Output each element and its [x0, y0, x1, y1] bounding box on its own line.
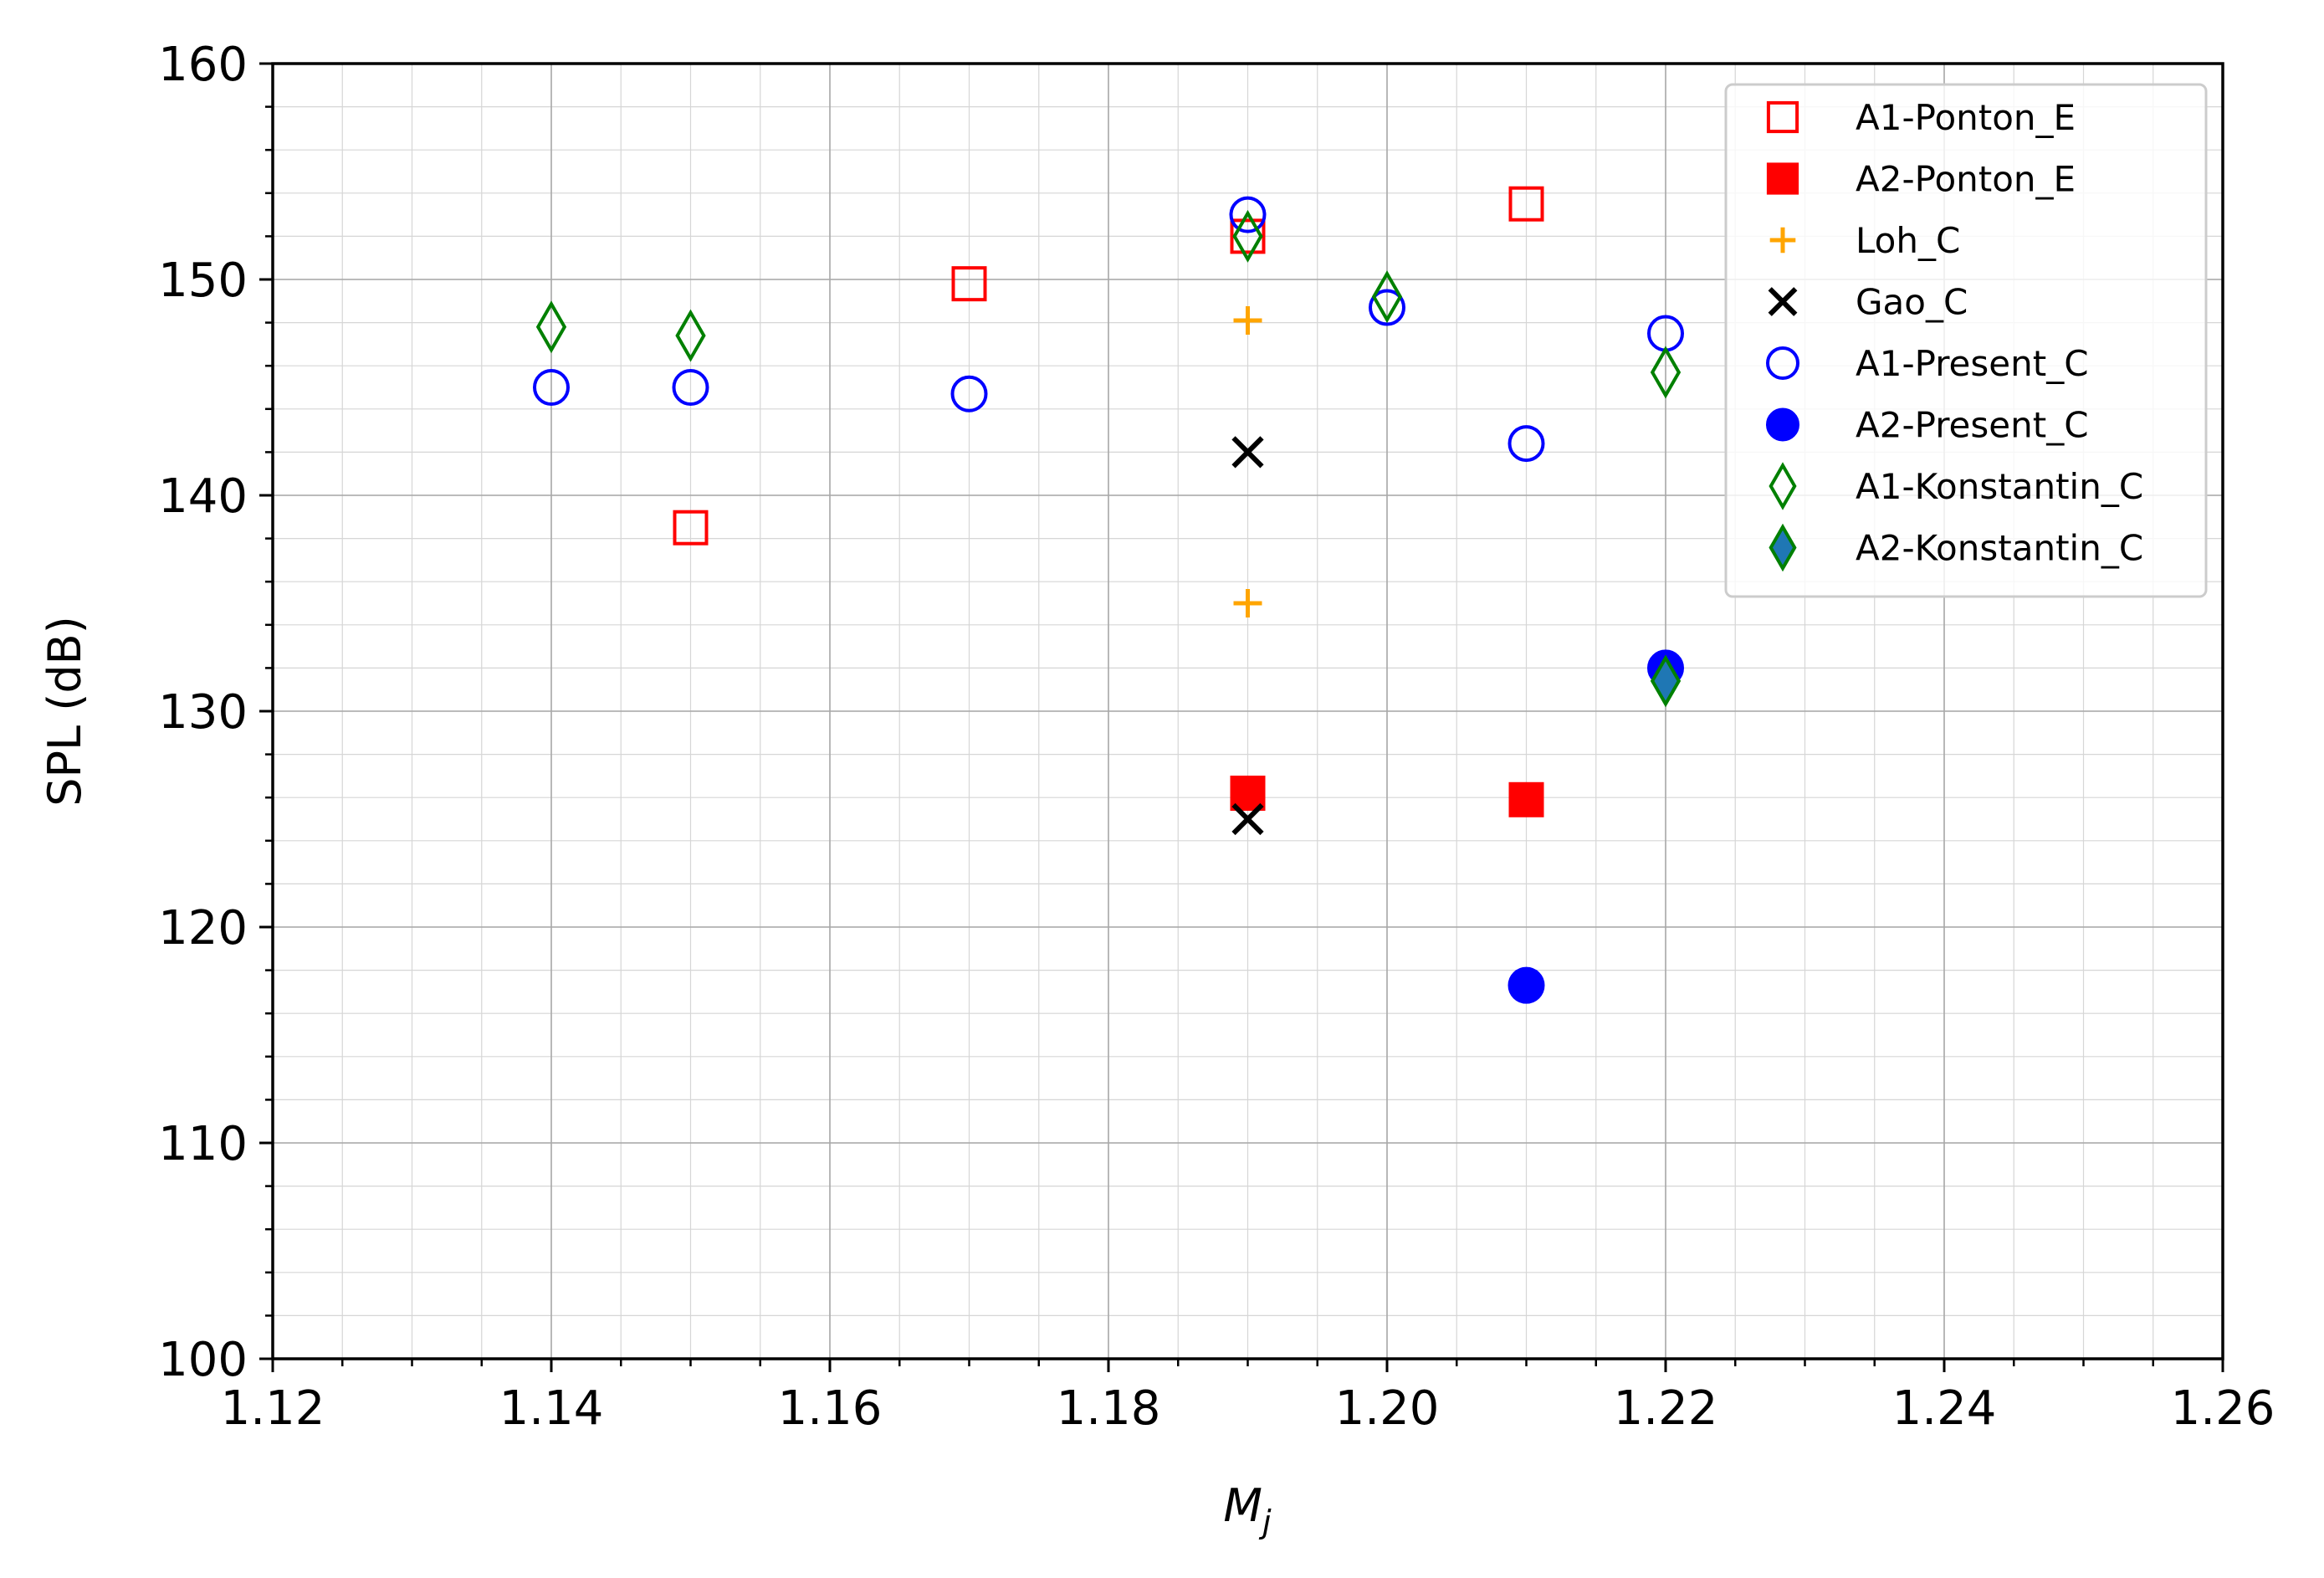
legend-label: A2-Konstantin_C	[1856, 528, 2143, 569]
series-a2-ponton-e	[1230, 776, 1544, 817]
x-tick-label: 1.14	[499, 1381, 604, 1436]
plot-frame	[271, 62, 2224, 1360]
data-point	[1233, 306, 1262, 336]
data-point	[1230, 776, 1266, 812]
series-gao-c	[1231, 436, 1264, 836]
data-point	[535, 300, 567, 354]
data-point	[1232, 209, 1263, 263]
data-point	[1650, 346, 1682, 399]
legend-label: A2-Present_C	[1856, 405, 2089, 446]
data-point	[1229, 196, 1267, 233]
data-point	[672, 369, 709, 406]
tick-labels: 1.12 1.14 1.16 1.18 1.20 1.22 1.24 1.26 100 110 12…	[158, 38, 2275, 1436]
y-tick-label: 150	[158, 254, 248, 308]
series-a2-konstantin-c	[1650, 654, 1682, 708]
x-tick-label: 1.20	[1335, 1381, 1440, 1436]
legend-label: Loh_C	[1856, 220, 1960, 261]
series-loh-c	[1233, 306, 1262, 617]
data-point	[1508, 186, 1544, 222]
data-point	[1508, 781, 1544, 817]
y-tick-label: 110	[158, 1117, 248, 1171]
data-point	[1369, 289, 1405, 326]
data-point	[951, 266, 987, 302]
y-axis-label: SPL (dB)	[38, 616, 91, 807]
x-tick-label: 1.12	[221, 1381, 325, 1436]
legend-label: A2-Ponton_E	[1856, 159, 2076, 200]
y-tick-label: 120	[158, 901, 248, 956]
y-tick-label: 140	[158, 469, 248, 524]
legend-marker	[1769, 523, 1797, 572]
legend-label: A1-Ponton_E	[1856, 97, 2076, 138]
legend-marker	[1766, 407, 1799, 442]
data-markers	[533, 186, 1684, 1004]
legend-label: Gao_C	[1856, 282, 1968, 323]
data-point	[533, 369, 570, 406]
data-point	[1233, 589, 1262, 617]
x-tick-label: 1.26	[2171, 1381, 2275, 1436]
legend-marker	[1769, 227, 1796, 254]
series-a1-konstantin-c	[535, 209, 1682, 399]
data-point	[950, 375, 988, 412]
data-point	[1230, 218, 1266, 254]
data-point	[673, 510, 709, 546]
y-tick-label: 130	[158, 685, 248, 740]
x-tick-label: 1.24	[1892, 1381, 1997, 1436]
data-point	[1231, 436, 1264, 469]
legend-marker	[1769, 462, 1797, 510]
x-tick-label: 1.16	[778, 1381, 883, 1436]
x-tick-label: 1.22	[1614, 1381, 1718, 1436]
legend-marker	[1768, 287, 1798, 316]
series-a1-present-c	[533, 196, 1684, 463]
legend-label: A1-Present_C	[1856, 343, 2089, 384]
y-tick-label: 160	[158, 38, 248, 92]
legend-frame	[1724, 83, 2208, 598]
data-point	[1231, 802, 1264, 836]
data-point	[1650, 654, 1682, 708]
series-a1-ponton-e	[673, 186, 1544, 546]
data-point	[1508, 425, 1545, 463]
legend-label: A1-Konstantin_C	[1856, 466, 2143, 507]
data-point	[675, 309, 706, 362]
legend: A1-Ponton_E A2-Ponton_E Loh_C Gao_C A1-Prese…	[1724, 83, 2208, 598]
x-axis-label-main: M	[1223, 1479, 1262, 1532]
legend-marker	[1766, 100, 1799, 134]
legend-marker	[1766, 162, 1799, 195]
data-point	[1371, 270, 1403, 324]
x-tick-label: 1.18	[1057, 1381, 1161, 1436]
legend-marker	[1766, 346, 1799, 380]
data-point	[1508, 966, 1545, 1004]
y-tick-label: 100	[158, 1333, 248, 1387]
x-axis-label: Mj	[1223, 1479, 1272, 1540]
